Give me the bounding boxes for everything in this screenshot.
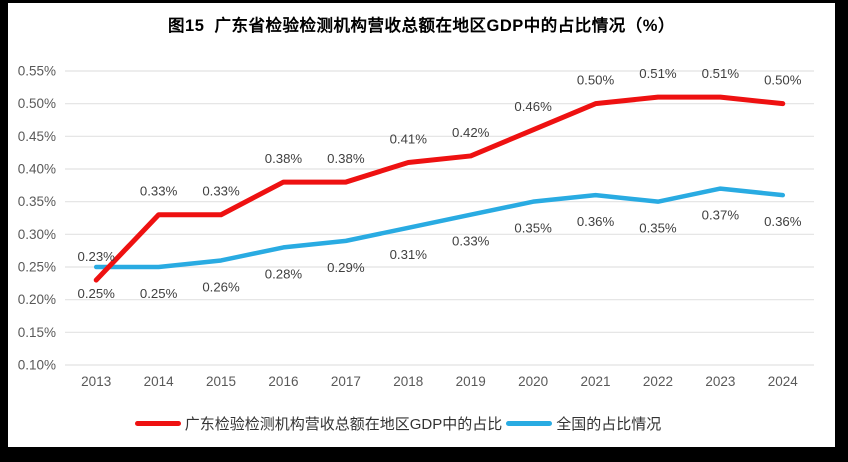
x-tick-label: 2017 — [331, 374, 361, 389]
national-series-line — [93, 186, 786, 270]
y-tick-label: 0.10% — [18, 358, 56, 373]
x-tick-label: 2014 — [144, 374, 175, 389]
national-data-label: 0.25% — [78, 286, 116, 301]
guangdong-data-label: 0.38% — [265, 151, 303, 166]
x-tick-label: 2023 — [705, 374, 735, 389]
national-data-label: 0.31% — [390, 247, 428, 262]
guangdong-data-label: 0.51% — [702, 66, 740, 81]
national-data-label: 0.35% — [639, 221, 677, 236]
national-data-label: 0.25% — [140, 286, 178, 301]
y-tick-label: 0.45% — [18, 129, 56, 144]
x-tick-label: 2022 — [643, 374, 673, 389]
national-data-label: 0.37% — [702, 208, 740, 223]
x-tick-label: 2024 — [768, 374, 799, 389]
chart-legend: 广东检验检测机构营收总额在地区GDP中的占比 全国的占比情况 — [8, 413, 788, 434]
x-tick-label: 2016 — [268, 374, 298, 389]
line-chart: 0.10% 0.15% 0.20% 0.25% 0.30% 0.35% 0.40% 0.45%… — [18, 64, 814, 389]
x-tick-label: 2021 — [581, 374, 611, 389]
national-data-label: 0.35% — [514, 221, 552, 236]
national-data-label: 0.26% — [202, 279, 240, 294]
y-tick-label: 0.55% — [18, 64, 56, 79]
guangdong-data-label: 0.23% — [78, 249, 116, 264]
legend-label-national: 全国的占比情况 — [556, 416, 662, 433]
x-tick-label: 2019 — [456, 374, 486, 389]
national-data-label: 0.36% — [764, 214, 802, 229]
legend-label-guangdong: 广东检验检测机构营收总额在地区GDP中的占比 — [184, 416, 503, 433]
guangdong-data-label: 0.41% — [390, 131, 428, 146]
y-tick-label: 0.35% — [18, 194, 56, 209]
guangdong-data-label: 0.50% — [764, 73, 802, 88]
legend-item-guangdong: 广东检验检测机构营收总额在地区GDP中的占比 — [134, 413, 503, 434]
y-tick-label: 0.50% — [18, 96, 56, 111]
y-tick-label: 0.40% — [18, 162, 56, 177]
national-data-label: 0.33% — [452, 234, 490, 249]
x-tick-label: 2020 — [518, 374, 548, 389]
national-data-label: 0.29% — [327, 260, 365, 275]
national-data-label: 0.28% — [265, 266, 303, 281]
y-tick-label: 0.25% — [18, 260, 56, 275]
x-tick-label: 2013 — [81, 374, 111, 389]
legend-swatch-guangdong — [134, 421, 181, 426]
legend-item-national: 全国的占比情况 — [506, 413, 661, 434]
guangdong-data-label: 0.46% — [514, 99, 552, 114]
guangdong-data-label: 0.33% — [202, 184, 240, 199]
guangdong-data-label: 0.33% — [140, 184, 178, 199]
guangdong-data-label: 0.50% — [577, 73, 615, 88]
guangdong-series-line — [93, 94, 786, 283]
x-tick-label: 2018 — [393, 374, 423, 389]
y-tick-label: 0.20% — [18, 292, 56, 307]
national-data-label: 0.36% — [577, 214, 615, 229]
legend-swatch-national — [506, 421, 553, 426]
x-tick-label: 2015 — [206, 374, 236, 389]
y-tick-label: 0.30% — [18, 227, 56, 242]
y-tick-label: 0.15% — [18, 325, 56, 340]
guangdong-data-label: 0.51% — [639, 66, 677, 81]
chart-title: 图15 广东省检验检测机构营收总额在地区GDP中的占比情况（%） — [168, 17, 675, 35]
guangdong-data-label: 0.42% — [452, 125, 490, 140]
guangdong-data-label: 0.38% — [327, 151, 365, 166]
chart-panel: 图15 广东省检验检测机构营收总额在地区GDP中的占比情况（%） 0.10% 0.… — [8, 3, 835, 447]
